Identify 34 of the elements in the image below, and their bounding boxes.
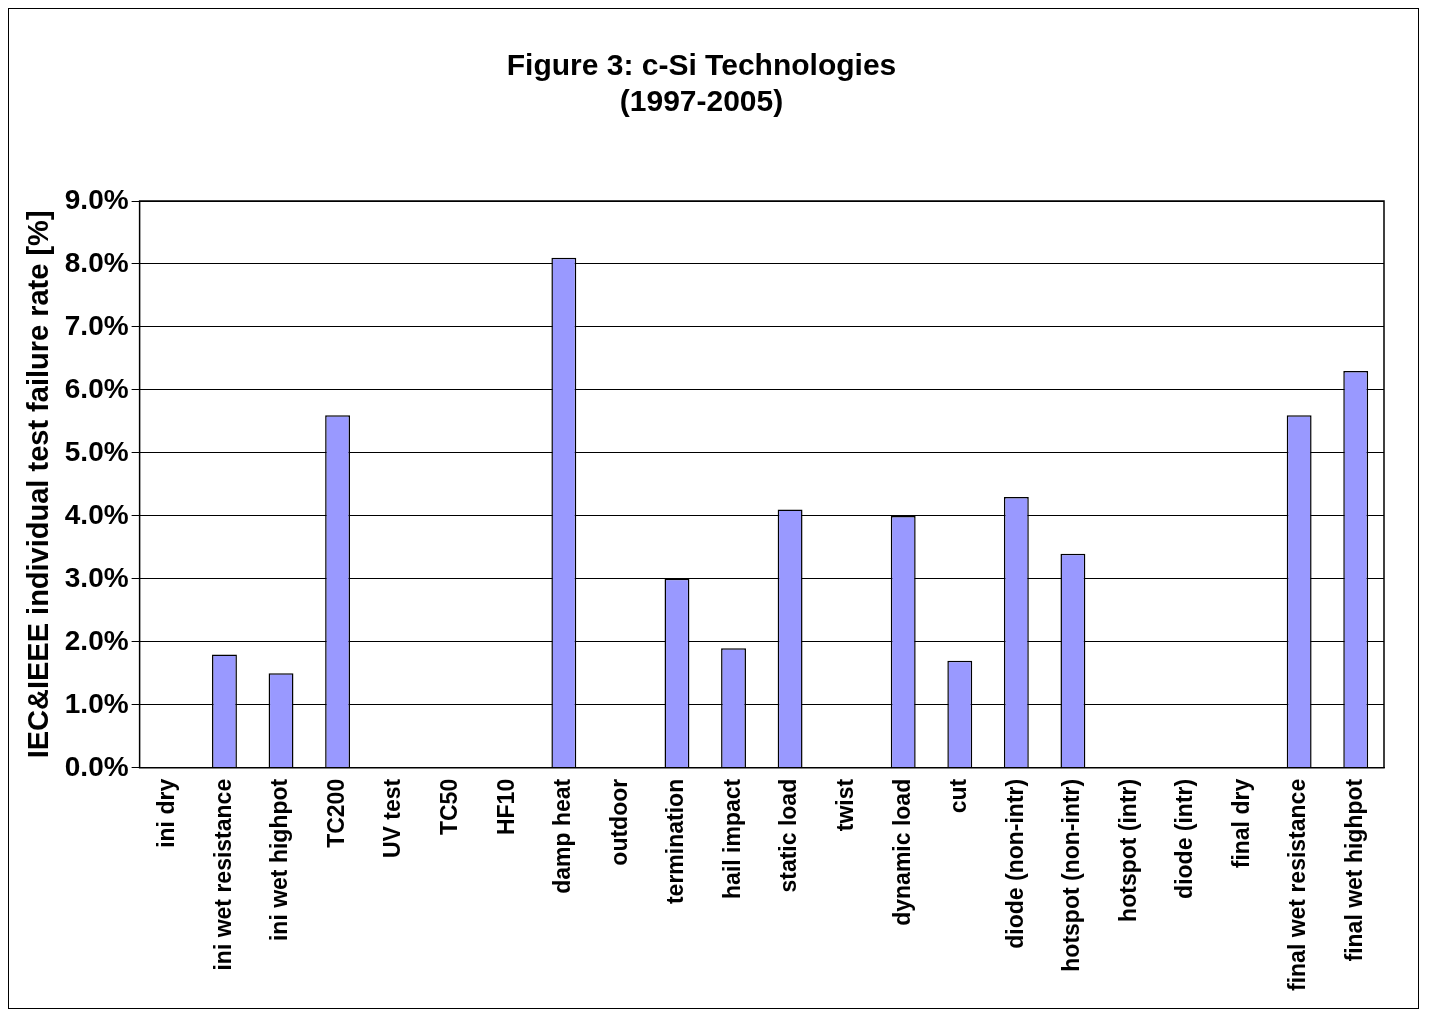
x-tick-label: final wet highpot <box>1341 778 1368 962</box>
chart-title: Figure 3: c-Si Technologies (1997-2005) <box>506 48 897 118</box>
x-tick-label: hotspot (non-intr) <box>1058 778 1085 972</box>
x-tick-label: TC200 <box>322 778 349 848</box>
x-tick-label: cut <box>945 778 972 814</box>
x-tick-label: ini wet resistance <box>209 778 236 971</box>
y-tick-label: 4.0% <box>64 498 129 530</box>
y-tick-label: 3.0% <box>64 561 129 593</box>
y-tick-label: 8.0% <box>64 246 129 278</box>
x-tick-label: TC50 <box>436 778 463 836</box>
x-tick-label: diode (non-intr) <box>1001 778 1028 949</box>
x-tick-label: hail impact <box>718 778 745 899</box>
x-tick-label: UV test <box>379 778 406 859</box>
y-tick-label: 6.0% <box>64 372 129 404</box>
x-tick-label: final wet resistance <box>1284 778 1311 991</box>
x-tick-label: ini dry <box>153 778 180 848</box>
y-tick-label: 7.0% <box>64 309 129 341</box>
y-tick-label: 2.0% <box>64 624 129 656</box>
x-tick-label: HF10 <box>492 778 519 836</box>
x-tick-label: twist <box>832 778 858 832</box>
x-tick-label: final dry <box>1227 778 1254 869</box>
y-tick-label: 9.0% <box>64 183 129 215</box>
y-tick-label: 1.0% <box>64 687 129 719</box>
x-tick-label: ini wet highpot <box>266 778 293 942</box>
x-tick-label: diode (intr) <box>1171 778 1198 899</box>
x-tick-label: termination <box>662 778 689 905</box>
x-tick-label: outdoor <box>605 778 632 866</box>
x-tick-label: hotspot (intr) <box>1114 778 1141 922</box>
x-tick-label: dynamic load <box>888 778 915 926</box>
y-axis-title: IEC&IEEE individual test failure rate [%] <box>22 210 55 759</box>
x-tick-label: static load <box>775 778 802 893</box>
x-tick-label: damp heat <box>549 778 576 894</box>
y-tick-label: 5.0% <box>64 435 129 467</box>
y-tick-label: 0.0% <box>64 750 129 782</box>
